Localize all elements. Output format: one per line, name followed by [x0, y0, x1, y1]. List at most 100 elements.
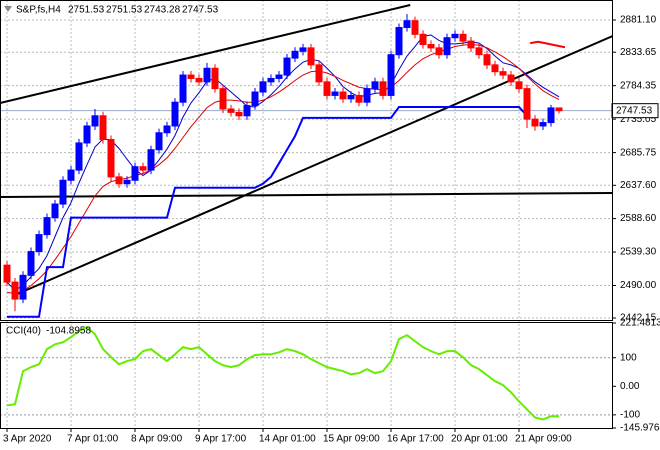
- y-tick-label: 2490.00: [620, 280, 657, 291]
- candle-body: [235, 111, 243, 117]
- x-tick-label: 14 Apr 01:00: [259, 434, 316, 445]
- main-panel: [0, 4, 612, 318]
- candle-body: [339, 91, 347, 100]
- y-tick-label: 2881.10: [620, 15, 657, 26]
- indicator-panel: [0, 325, 612, 421]
- candle-body: [323, 81, 331, 96]
- candle-body: [11, 281, 19, 300]
- candle-body: [499, 71, 507, 76]
- candle-body: [451, 33, 459, 39]
- main-frame: [0, 0, 613, 321]
- ohlc-close: 2747.53: [182, 5, 219, 16]
- symbol-title: S&P,fs,H4: [16, 5, 61, 16]
- candle-body: [283, 57, 291, 76]
- x-tick-label: 20 Apr 01:00: [451, 434, 508, 445]
- overlay-line: [6, 43, 560, 295]
- candle-body: [275, 74, 283, 79]
- candle-body: [547, 107, 555, 124]
- candle-body: [195, 77, 203, 83]
- x-tick-label: 16 Apr 17:00: [387, 434, 444, 445]
- candle-body: [515, 81, 523, 90]
- candle-body: [443, 37, 451, 56]
- candle-body: [27, 251, 35, 276]
- candle-body: [347, 94, 355, 100]
- trendline: [530, 40, 566, 49]
- indicator-y-tick-label: 0.00: [620, 381, 640, 392]
- candle-body: [139, 166, 147, 171]
- candle-body: [131, 166, 139, 181]
- indicator-value: -104.8958: [46, 326, 91, 337]
- candle-body: [523, 88, 531, 120]
- grid: [0, 0, 612, 428]
- candle-body: [411, 20, 419, 35]
- candle-body: [107, 139, 115, 178]
- candle-body: [379, 81, 387, 96]
- candle-body: [19, 274, 27, 300]
- indicator-y-tick-label: -145.9764: [620, 423, 660, 434]
- indicator-line: [6, 325, 560, 421]
- candle-body: [299, 47, 307, 52]
- candle-body: [259, 81, 267, 93]
- candle-body: [435, 47, 443, 56]
- y-tick-label: 2735.05: [620, 114, 657, 125]
- candle-body: [211, 67, 219, 90]
- ohlc-open: 2751.53: [68, 5, 105, 16]
- y-tick-label: 2833.65: [620, 47, 657, 58]
- x-tick-label: 15 Apr 09:00: [323, 434, 380, 445]
- x-tick-label: 21 Apr 09:00: [515, 434, 572, 445]
- candle-body: [427, 43, 435, 49]
- candle-body: [419, 33, 427, 45]
- candle-body: [219, 88, 227, 110]
- candle-body: [355, 94, 363, 103]
- x-tick-label: 9 Apr 17:00: [195, 434, 247, 445]
- candle-body: [371, 81, 379, 90]
- candle-body: [163, 125, 171, 134]
- trendline: [0, 191, 612, 198]
- candle-body: [387, 54, 395, 96]
- indicator-frame: [0, 322, 613, 429]
- ohlc-low: 2743.28: [144, 5, 181, 16]
- candle-body: [179, 74, 187, 103]
- candle-body: [35, 234, 43, 253]
- price-label: 2747.53: [616, 105, 653, 116]
- overlay-line: [7, 105, 528, 318]
- x-tick-label: 3 Apr 2020: [3, 434, 52, 445]
- candle-body: [267, 77, 275, 83]
- trendline: [14, 35, 612, 296]
- candle-body: [555, 107, 563, 112]
- x-tick-label: 8 Apr 09:00: [131, 434, 183, 445]
- candle-body: [67, 169, 75, 181]
- candle-body: [315, 64, 323, 83]
- candle-body: [115, 176, 123, 185]
- y-tick-label: 2637.60: [620, 180, 657, 191]
- candle-body: [123, 179, 131, 185]
- trendline: [0, 4, 411, 104]
- ohlc-high: 2751.53: [106, 5, 143, 16]
- symbol-icon: [4, 6, 12, 12]
- candle-body: [331, 91, 339, 96]
- overlay-line: [6, 34, 560, 291]
- candle-body: [467, 40, 475, 49]
- candle-body: [91, 115, 99, 127]
- candle-body: [203, 67, 211, 83]
- candle-body: [459, 33, 467, 42]
- candle-body: [187, 74, 195, 79]
- candle-body: [243, 105, 251, 117]
- candle-body: [507, 74, 515, 83]
- indicator-y-tick-label: 100: [620, 352, 637, 363]
- candle-body: [147, 149, 155, 171]
- y-tick-label: 2539.30: [620, 247, 657, 258]
- candle-body: [475, 47, 483, 56]
- candle-body: [155, 132, 163, 151]
- candle-body: [59, 179, 67, 205]
- y-tick-label: 2685.75: [620, 147, 657, 158]
- x-tick-label: 7 Apr 01:00: [67, 434, 119, 445]
- candle-body: [99, 115, 107, 141]
- indicator-y-tick-label: 221.4813: [620, 318, 660, 329]
- candle-body: [363, 88, 371, 103]
- candle-body: [3, 264, 11, 283]
- candle-body: [539, 122, 547, 127]
- candle-body: [43, 217, 51, 236]
